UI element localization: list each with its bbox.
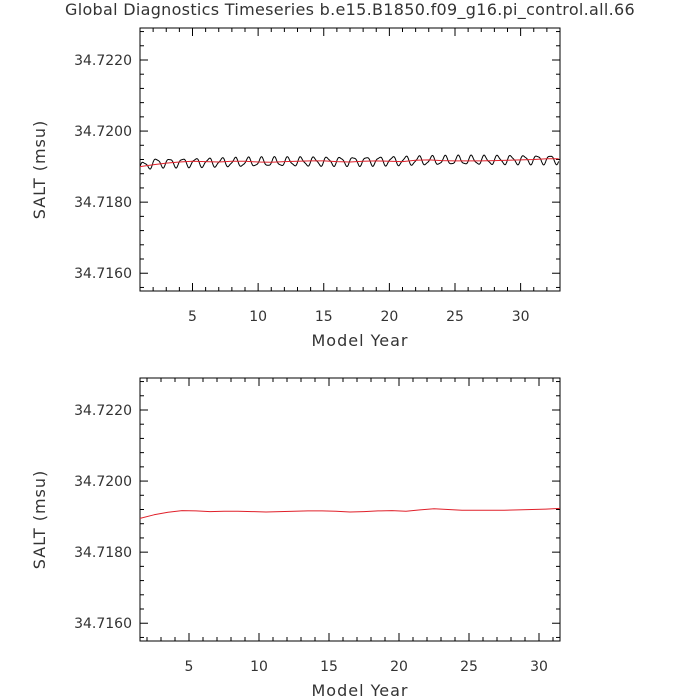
x-tick-label: 15 <box>315 309 333 325</box>
chart-title: Global Diagnostics Timeseries b.e15.B185… <box>65 0 635 19</box>
x-tick-label: 20 <box>390 659 408 675</box>
x-axis-label: Model Year <box>312 681 409 700</box>
series-line-annual <box>139 507 561 519</box>
y-axis-label: SALT (msu) <box>30 120 49 220</box>
x-tick-label: 20 <box>380 309 398 325</box>
plot-frame <box>139 377 561 642</box>
y-axis-label: SALT (msu) <box>30 470 49 570</box>
x-tick-label: 25 <box>460 659 478 675</box>
x-tick-label: 30 <box>512 309 530 325</box>
x-tick-label: 25 <box>446 309 464 325</box>
y-tick-label: 34.7160 <box>74 266 132 282</box>
x-tick-label: 5 <box>188 309 197 325</box>
y-tick-label: 34.7180 <box>74 195 132 211</box>
y-tick-label: 34.7200 <box>74 124 132 140</box>
y-tick-label: 34.7220 <box>74 403 132 419</box>
x-tick-label: 15 <box>320 659 338 675</box>
y-tick-label: 34.7180 <box>74 545 132 561</box>
y-tick-label: 34.7200 <box>74 474 132 490</box>
x-tick-label: 30 <box>530 659 548 675</box>
x-tick-label: 10 <box>249 309 267 325</box>
series-line-annual <box>139 158 559 168</box>
y-tick-label: 34.7220 <box>74 53 132 69</box>
y-tick-label: 34.7160 <box>74 616 132 632</box>
panel-top: 5 10 15 20 25 30 34.7160 34.7180 34.7200 34.7220 M… <box>30 27 561 350</box>
panel-bottom: 5 10 15 20 25 30 34.7160 34.7180 34.7200 34.7220 M… <box>30 377 561 700</box>
x-axis-label: Model Year <box>312 331 409 350</box>
x-tick-label: 5 <box>185 659 194 675</box>
x-tick-label: 10 <box>250 659 268 675</box>
